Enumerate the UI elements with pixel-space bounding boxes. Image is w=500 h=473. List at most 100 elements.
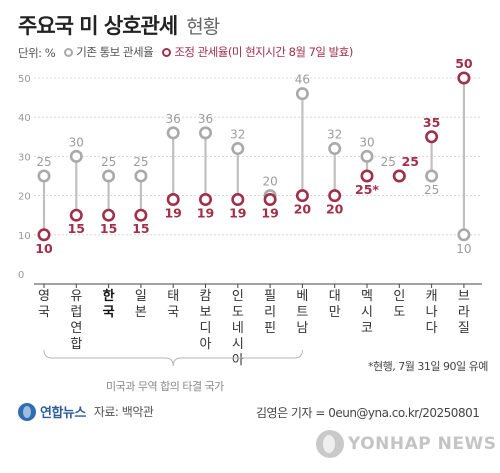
category-label-char: 리 — [264, 305, 276, 320]
title-main: 주요국 미 상호관세 — [18, 14, 178, 38]
legend-base: 기존 통보 관세율 — [64, 44, 154, 60]
source-text: 자료: 백악관 — [93, 405, 154, 419]
legend-adjusted-label: 조정 관세율(미 현지시간 8월 7일 발효) — [174, 45, 353, 59]
adjusted-value-label: 15 — [132, 221, 149, 236]
y-tick-label: 50 — [18, 74, 31, 85]
category-label-char: 유 — [70, 289, 82, 304]
chart-title: 주요국 미 상호관세 현황 — [18, 10, 220, 40]
adjusted-value-label: 19 — [261, 206, 278, 221]
category-label-char: 핀 — [264, 321, 276, 336]
y-tick-label: 20 — [18, 192, 31, 203]
trade-deal-brace-label: 미국과 무역 합의 타결 국가 — [106, 380, 224, 393]
adjusted-value-label: 25* — [355, 182, 379, 197]
logo-text: 연합뉴스 — [40, 406, 86, 421]
category-label-char: 한 — [103, 288, 115, 304]
category-label-char: 브 — [458, 289, 470, 304]
legend: 단위: % 기존 통보 관세율 조정 관세율(미 현지시간 8월 7일 발효) — [18, 44, 359, 61]
adjusted-rate-point — [425, 130, 439, 144]
category-label-char: 트 — [296, 305, 308, 320]
adjusted-value-label: 20 — [326, 202, 344, 217]
category-label-char: 일 — [135, 289, 147, 304]
category-label-char: 필 — [264, 289, 276, 304]
watermark-text: YONHAP NEWS — [348, 434, 497, 454]
adjusted-rate-point — [199, 193, 213, 207]
adjusted-rate-point — [231, 193, 245, 207]
adjusted-value-label: 19 — [164, 206, 181, 221]
category-label-char: 국 — [38, 305, 50, 320]
base-value-label: 36 — [166, 112, 181, 126]
base-rate-point — [231, 142, 245, 156]
unit-label: 단위: % — [18, 45, 56, 60]
category-label-char: 도 — [393, 305, 405, 320]
category-label-char: 만 — [329, 305, 341, 320]
legend-base-label: 기존 통보 관세율 — [76, 45, 154, 59]
category-label-char: 태 — [167, 289, 179, 304]
base-value-label: 25 — [101, 155, 116, 169]
adjusted-rate-point — [295, 189, 309, 203]
category-label-char: 디 — [200, 321, 212, 336]
y-tick-label: 40 — [18, 113, 31, 124]
base-rate-point — [425, 169, 439, 183]
category-label-char: 국 — [167, 305, 179, 320]
base-value-label: 25 — [36, 155, 51, 169]
yonhap-watermark-icon — [316, 430, 344, 458]
category-label-char: 합 — [70, 337, 82, 352]
category-label-char: 캐 — [426, 289, 438, 304]
adjusted-rate-point — [263, 193, 277, 207]
credit: 김영은 기자 = 0eun@yna.co.kr/20250801 — [256, 406, 480, 420]
category-label-char: 대 — [329, 289, 341, 304]
adjusted-rate-point — [392, 169, 406, 183]
base-rate-point — [295, 87, 309, 101]
base-rate-point — [102, 169, 116, 183]
adjusted-rate-point — [328, 189, 342, 203]
y-tick-label: 10 — [18, 231, 31, 242]
y-tick-label: 30 — [18, 152, 31, 163]
category-label-char: 네 — [232, 321, 244, 336]
adjusted-rate-point — [69, 208, 83, 222]
category-label-char: 멕 — [361, 289, 373, 304]
base-rate-point — [37, 169, 51, 183]
adjusted-value-label: 15 — [68, 221, 85, 236]
red-circle-icon — [162, 47, 172, 57]
adjusted-value-label: 10 — [35, 241, 53, 256]
category-label-char: 인 — [232, 289, 244, 304]
source-area: 연합뉴스 자료: 백악관 — [18, 402, 154, 421]
base-value-label: 32 — [230, 128, 245, 142]
base-rate-point — [457, 228, 471, 242]
adjusted-value-label: 15 — [100, 221, 117, 236]
adjusted-rate-point — [102, 208, 116, 222]
base-value-label: 25 — [133, 155, 148, 169]
footnote: *현행, 7월 31일 90일 유예 — [368, 360, 488, 373]
category-label-char: 보 — [200, 305, 212, 320]
category-label-char: 코 — [361, 321, 373, 336]
base-value-label: 25 — [381, 155, 396, 169]
adjusted-value-label: 50 — [455, 56, 473, 71]
category-label-char: 본 — [135, 305, 147, 320]
yonhap-logo-icon — [18, 402, 36, 421]
base-value-label: 30 — [69, 135, 84, 149]
category-label-char: 럽 — [70, 305, 82, 320]
base-value-label: 20 — [262, 175, 277, 189]
category-label-char: 도 — [232, 305, 244, 320]
base-rate-point — [69, 149, 83, 163]
base-value-label: 36 — [198, 112, 213, 126]
adjusted-rate-point — [360, 169, 374, 183]
category-label-char: 라 — [458, 305, 470, 320]
trade-deal-brace — [43, 349, 303, 367]
category-label-char: 캄 — [200, 289, 212, 304]
adjusted-value-label: 19 — [229, 206, 246, 221]
category-label-char: 질 — [458, 321, 470, 336]
adjusted-value-label: 20 — [294, 202, 312, 217]
base-rate-point — [360, 149, 374, 163]
legend-adjusted: 조정 관세율(미 현지시간 8월 7일 발효) — [162, 44, 353, 60]
category-label-char: 아 — [232, 353, 244, 368]
base-rate-point — [134, 169, 148, 183]
base-rate-point — [199, 126, 213, 140]
base-value-label: 32 — [327, 128, 342, 142]
adjusted-value-label: 25 — [402, 154, 419, 169]
category-label-char: 나 — [426, 305, 438, 320]
y-tick-label: 0 — [18, 270, 24, 281]
adjusted-rate-point — [457, 71, 471, 85]
category-label-char: 남 — [296, 321, 308, 336]
title-sub: 현황 — [186, 16, 220, 38]
